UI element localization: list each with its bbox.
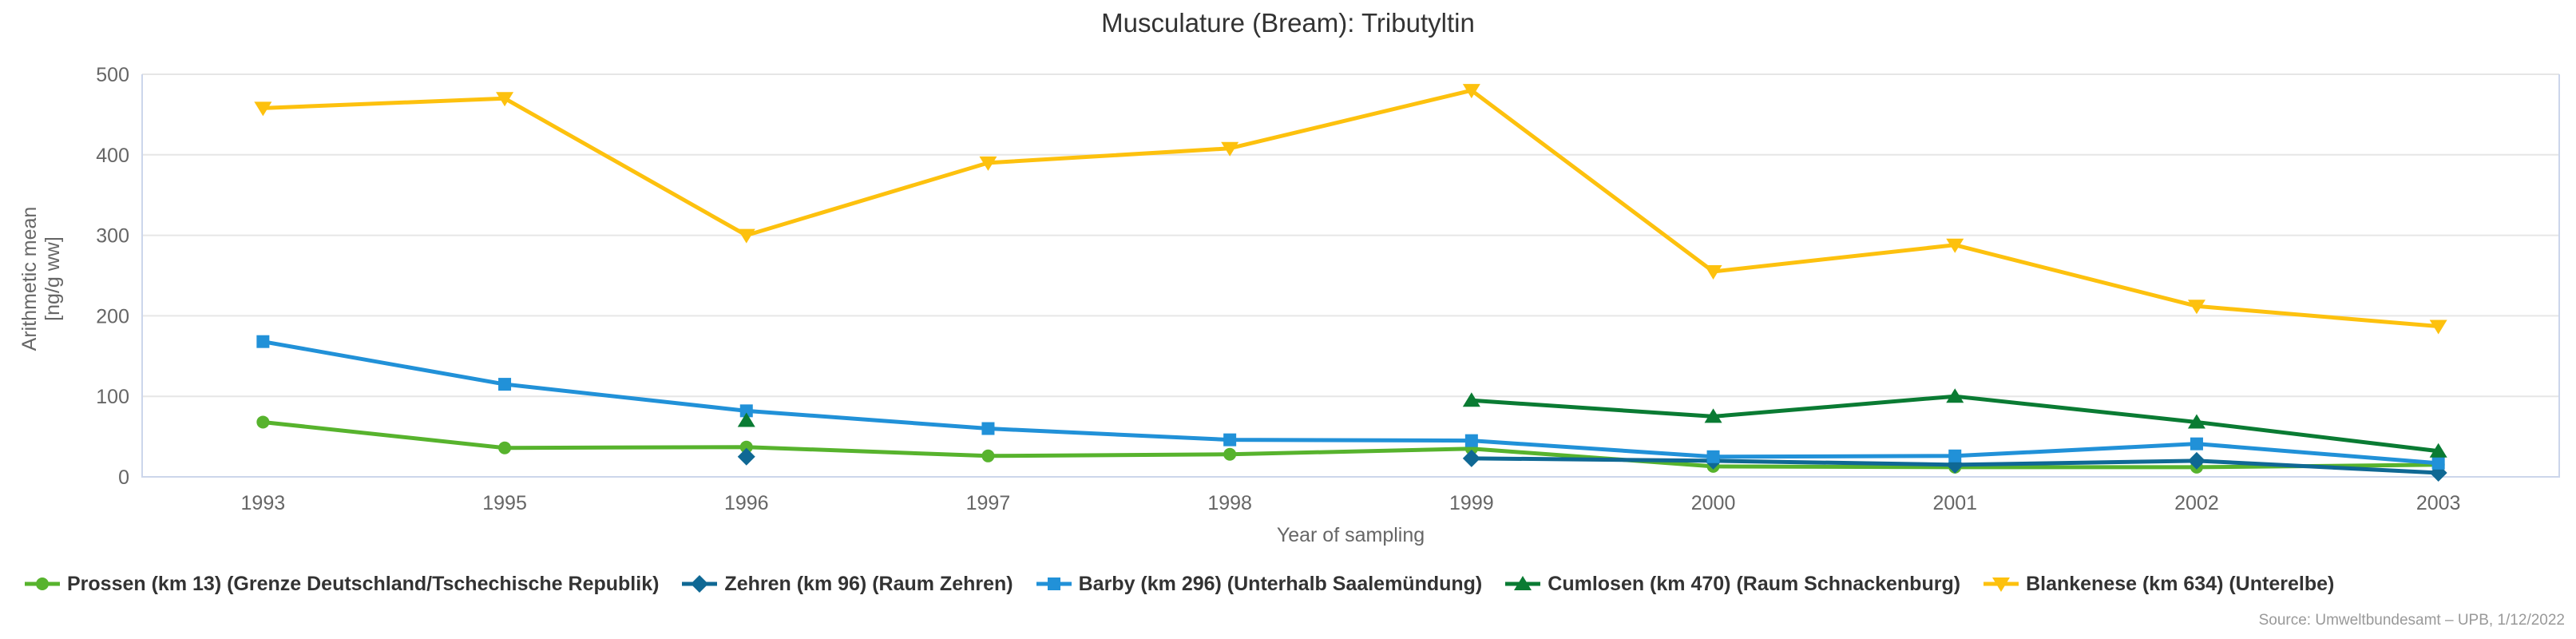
data-point-square (1047, 577, 1060, 590)
x-axis-title: Year of sampling (1276, 524, 1425, 546)
data-point-square (1223, 433, 1237, 447)
legend-marker-diamond-icon (682, 575, 718, 593)
x-tick-label: 2003 (2416, 492, 2461, 514)
data-point-triangle-down (2429, 320, 2447, 335)
data-point-triangle-down (496, 92, 514, 107)
data-point-triangle-up (1704, 408, 1722, 423)
legend-marker-circle-icon (25, 577, 60, 590)
series-line (260, 88, 2441, 329)
data-point-square (739, 404, 753, 418)
data-point-triangle-up (1514, 576, 1532, 590)
data-point-circle (1223, 447, 1237, 461)
data-point-square (1706, 450, 1720, 463)
y-tick-label: 200 (96, 305, 129, 327)
data-point-circle (739, 440, 753, 454)
data-point-square (981, 422, 995, 435)
legend-item-label: Cumlosen (km 470) (Raum Schnackenburg) (1548, 572, 1961, 595)
chart-legend: Prossen (km 13) (Grenze Deutschland/Tsch… (24, 572, 2334, 596)
x-tick-label: 1998 (1207, 492, 1252, 514)
data-point-diamond (1462, 449, 1480, 467)
data-point-square (1464, 434, 1478, 447)
data-point-triangle-down (1992, 577, 2011, 592)
data-point-square (2431, 456, 2445, 470)
data-point-square (256, 335, 270, 348)
chart-title: Musculature (Bream): Tributyltin (1101, 8, 1475, 38)
legend-item[interactable]: Barby (km 296) (Unterhalb Saalemündung) (1036, 572, 1483, 596)
data-point-triangle-down (1946, 238, 1964, 253)
data-point-diamond (2187, 451, 2205, 470)
x-tick-label: 1999 (1449, 492, 1494, 514)
data-point-circle (256, 415, 270, 429)
data-point-triangle-up (1462, 392, 1480, 407)
data-point-triangle-down (254, 101, 272, 117)
x-tick-label: 2000 (1691, 492, 1736, 514)
legend-marker-square-icon (1036, 577, 1072, 590)
data-point-circle (981, 449, 995, 462)
legend-item-label: Zehren (km 96) (Raum Zehren) (724, 572, 1013, 595)
source-credit: Source: Umweltbundesamt – UPB, 1/12/2022 (2258, 612, 2565, 629)
y-tick-label: 100 (96, 386, 129, 408)
legend-marker-triangle-down-icon (1984, 577, 2019, 592)
data-point-triangle-up (2429, 443, 2447, 458)
data-point-triangle-down (979, 156, 997, 171)
x-tick-label: 1997 (966, 492, 1011, 514)
legend-item[interactable]: Zehren (km 96) (Raum Zehren) (681, 572, 1013, 596)
y-tick-label: 400 (96, 145, 129, 167)
data-point-diamond (737, 447, 755, 466)
x-tick-label: 2002 (2174, 492, 2219, 514)
data-point-circle (498, 441, 512, 454)
data-point-triangle-down (1462, 84, 1480, 99)
legend-marker-triangle-up-icon (1505, 576, 1541, 590)
data-point-triangle-down (2187, 300, 2205, 315)
data-point-triangle-down (1221, 141, 1239, 157)
x-tick-label: 2001 (1932, 492, 1977, 514)
data-point-diamond (691, 575, 709, 593)
legend-item[interactable]: Cumlosen (km 470) (Raum Schnackenburg) (1504, 572, 1960, 596)
data-point-square (1948, 449, 1962, 462)
series-line (260, 339, 2441, 466)
data-point-square (2190, 437, 2203, 450)
data-point-triangle-down (1704, 264, 1722, 280)
x-tick-label: 1995 (482, 492, 527, 514)
series-line (1469, 394, 2441, 454)
y-tick-label: 300 (96, 225, 129, 248)
legend-item[interactable]: Prossen (km 13) (Grenze Deutschland/Tsch… (24, 572, 659, 596)
x-tick-label: 1996 (724, 492, 769, 514)
legend-item-label: Blankenese (km 634) (Unterelbe) (2026, 572, 2335, 595)
x-tick-label: 1993 (241, 492, 286, 514)
data-point-triangle-up (1946, 388, 1964, 403)
data-point-circle (36, 577, 49, 590)
data-point-square (498, 378, 512, 391)
legend-item-label: Barby (km 296) (Unterhalb Saalemündung) (1078, 572, 1483, 595)
data-point-triangle-up (2187, 414, 2205, 429)
data-point-triangle-up (737, 412, 755, 427)
y-tick-label: 500 (96, 64, 129, 86)
series-line (260, 419, 2441, 470)
legend-item[interactable]: Blankenese (km 634) (Unterelbe) (1983, 572, 2334, 596)
legend-item-label: Prossen (km 13) (Grenze Deutschland/Tsch… (67, 572, 660, 595)
y-tick-label: 0 (118, 466, 129, 489)
data-point-triangle-down (737, 228, 755, 244)
